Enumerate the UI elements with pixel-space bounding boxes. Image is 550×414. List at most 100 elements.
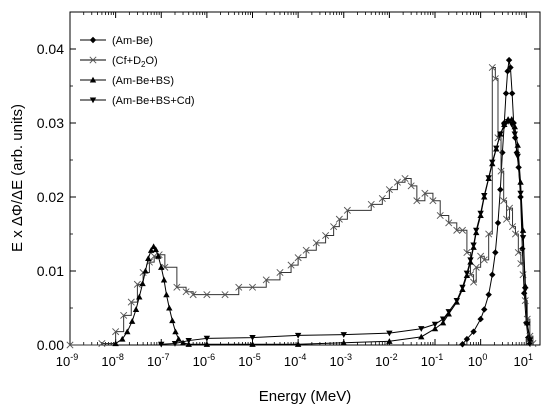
data-point: [294, 254, 302, 262]
data-point: [493, 145, 500, 152]
data-point: [160, 276, 168, 283]
data-point: [473, 227, 480, 234]
series-2: [66, 63, 537, 349]
data-point: [203, 291, 211, 299]
y-tick-label: 0.01: [37, 263, 64, 279]
data-point: [501, 123, 508, 130]
data-point: [497, 186, 504, 193]
data-point: [152, 246, 160, 253]
data-point: [507, 64, 514, 71]
plot-area-frame: [69, 11, 541, 346]
x-marker-stroke: [276, 268, 284, 276]
data-point: [470, 278, 478, 286]
data-point: [139, 280, 146, 287]
x-marker-stroke: [480, 256, 488, 264]
x-tick-label: 101: [514, 352, 533, 369]
data-point: [503, 215, 511, 223]
data-point: [445, 219, 453, 227]
data-point: [401, 174, 409, 183]
data-point: [439, 316, 447, 323]
x-marker-stroke: [248, 283, 257, 291]
data-point: [287, 261, 295, 269]
x-marker-stroke: [378, 194, 386, 202]
data-point: [166, 304, 173, 311]
data-point: [508, 121, 515, 128]
data-point: [294, 332, 302, 339]
series-line: [70, 67, 534, 346]
data-point: [302, 246, 310, 254]
data-point: [340, 332, 347, 338]
data-point: [504, 118, 512, 125]
data-point: [343, 206, 351, 214]
data-point: [485, 175, 492, 181]
data-point: [472, 263, 480, 271]
x-marker-stroke: [173, 283, 181, 291]
legend: (Am-Be) (Cf+D2O) (Am-Be+BS) (Am-Be+BS+Cd): [80, 35, 195, 107]
x-marker-stroke: [472, 263, 480, 271]
x-marker-stroke: [221, 291, 229, 299]
series-line: [462, 60, 531, 345]
data-point: [504, 68, 511, 75]
y-tick-label: 0.00: [37, 337, 64, 353]
x-marker-stroke: [453, 226, 461, 234]
x-marker-stroke: [491, 75, 499, 83]
x-marker-stroke: [203, 291, 211, 299]
data-point: [431, 325, 439, 332]
data-point: [203, 341, 211, 347]
legend-label: (Am-Be): [112, 35, 153, 47]
x-marker-stroke: [401, 174, 409, 183]
data-point: [147, 247, 155, 253]
data-point: [418, 326, 425, 332]
data-point: [511, 131, 518, 138]
data-point: [480, 256, 488, 264]
data-point: [128, 318, 136, 324]
x-marker-stroke: [517, 260, 525, 268]
data-point: [175, 335, 182, 342]
data-point: [172, 328, 179, 335]
data-point: [477, 210, 484, 217]
data-point: [119, 335, 126, 342]
data-point: [249, 335, 256, 341]
x-marker-stroke: [485, 230, 493, 238]
x-marker-stroke: [521, 297, 529, 305]
data-point: [182, 288, 190, 296]
y-axis-title: E x ΔΦ/ΔE (arb. units): [9, 104, 26, 252]
data-point: [506, 204, 514, 212]
data-point: [459, 284, 466, 291]
x-tick-label: 10-4: [284, 352, 306, 369]
series-line: [161, 120, 531, 345]
data-point: [517, 260, 525, 268]
legend-label: (Am-Be+BS): [112, 75, 174, 87]
x-marker-stroke: [413, 197, 421, 205]
data-point: [470, 328, 477, 335]
x-marker-stroke: [529, 340, 537, 348]
data-point: [458, 226, 467, 234]
data-point: [185, 341, 192, 347]
data-point: [522, 286, 529, 293]
data-point: [418, 333, 425, 340]
data-point: [436, 211, 444, 220]
x-marker-stroke: [470, 278, 478, 286]
data-point: [249, 341, 256, 347]
data-point: [179, 339, 187, 346]
x-marker-stroke: [302, 246, 310, 254]
series-4: [158, 118, 534, 348]
x-marker-stroke: [150, 252, 158, 260]
data-point: [294, 341, 302, 347]
data-point: [112, 340, 119, 347]
x-marker-stroke: [312, 239, 320, 247]
data-point: [497, 167, 505, 175]
data-point: [489, 159, 496, 166]
data-point: [262, 276, 270, 284]
x-marker-stroke: [343, 206, 351, 214]
legend-entry-1: (Am-Be): [80, 35, 153, 47]
data-point: [124, 328, 131, 335]
x-marker-stroke: [509, 223, 517, 231]
data-point: [163, 291, 170, 298]
data-point: [98, 340, 106, 348]
x-marker-stroke: [497, 167, 505, 175]
data-point: [494, 219, 502, 227]
data-point: [189, 291, 197, 299]
x-marker-stroke: [98, 340, 106, 348]
